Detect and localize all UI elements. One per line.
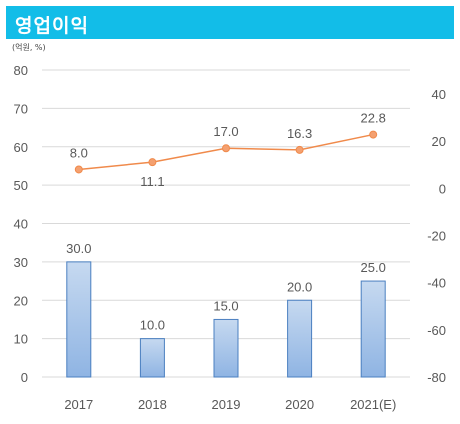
right-axis-tick-label: -40 xyxy=(427,276,446,291)
chart-title: 영업이익 xyxy=(15,15,89,37)
right-axis-tick-label: 0 xyxy=(439,181,446,196)
line-data-label: 11.1 xyxy=(140,174,164,189)
left-axis-tick-label: 60 xyxy=(14,140,28,155)
x-axis-tick-label: 2021(E) xyxy=(350,397,396,412)
x-axis-tick-label: 2020 xyxy=(285,397,314,412)
line-data-label: 8.0 xyxy=(70,145,88,160)
right-axis-labels: -80 -60 -40 -20 0 20 40 xyxy=(427,87,446,385)
line-point xyxy=(148,158,157,167)
unit-label: (억원, %) xyxy=(12,43,46,52)
left-axis-tick-label: 70 xyxy=(14,101,28,116)
right-axis-tick-label: -20 xyxy=(427,229,446,244)
left-axis-labels: 0 10 20 30 40 50 60 70 80 xyxy=(14,63,28,385)
line-point xyxy=(295,145,304,154)
left-axis-tick-label: 40 xyxy=(14,217,28,232)
line-point xyxy=(222,144,230,153)
left-axis-tick-label: 80 xyxy=(14,63,28,78)
bar-series: 30.0 10.0 15.0 20.0 25.0 xyxy=(66,241,386,378)
bar-data-label: 25.0 xyxy=(361,260,386,275)
line-series: 8.0 11.1 17.0 16.3 22.8 xyxy=(70,111,386,190)
bar-data-label: 15.0 xyxy=(213,298,238,313)
line-point xyxy=(369,130,378,139)
left-axis-tick-label: 0 xyxy=(21,370,28,385)
right-axis-tick-label: -60 xyxy=(427,323,446,338)
x-axis-tick-label: 2019 xyxy=(212,397,241,412)
left-axis-tick-label: 20 xyxy=(14,293,28,308)
left-axis-tick-label: 50 xyxy=(14,178,28,193)
bar-data-label: 20.0 xyxy=(287,279,312,294)
line-data-label: 16.3 xyxy=(287,126,312,141)
right-axis-tick-label: -80 xyxy=(427,370,446,385)
left-axis-tick-label: 10 xyxy=(14,332,28,347)
bar xyxy=(360,280,386,378)
bar xyxy=(66,261,92,378)
bar-data-label: 10.0 xyxy=(140,318,165,333)
x-axis-tick-label: 2017 xyxy=(64,397,93,412)
title-bar: 영업이익 xyxy=(6,6,454,39)
line-point xyxy=(74,165,83,174)
x-axis-tick-label: 2018 xyxy=(138,397,167,412)
bar xyxy=(139,338,165,378)
bar-data-label: 30.0 xyxy=(66,241,91,256)
line-data-label: 17.0 xyxy=(213,124,238,139)
right-axis-tick-label: 40 xyxy=(432,87,446,102)
line-data-label: 22.8 xyxy=(361,111,386,126)
left-axis-tick-label: 30 xyxy=(14,255,28,270)
x-axis-labels: 2017 2018 2019 2020 2021(E) xyxy=(64,397,396,412)
bar xyxy=(287,299,313,378)
right-axis-tick-label: 20 xyxy=(432,134,446,149)
bar xyxy=(213,318,239,378)
